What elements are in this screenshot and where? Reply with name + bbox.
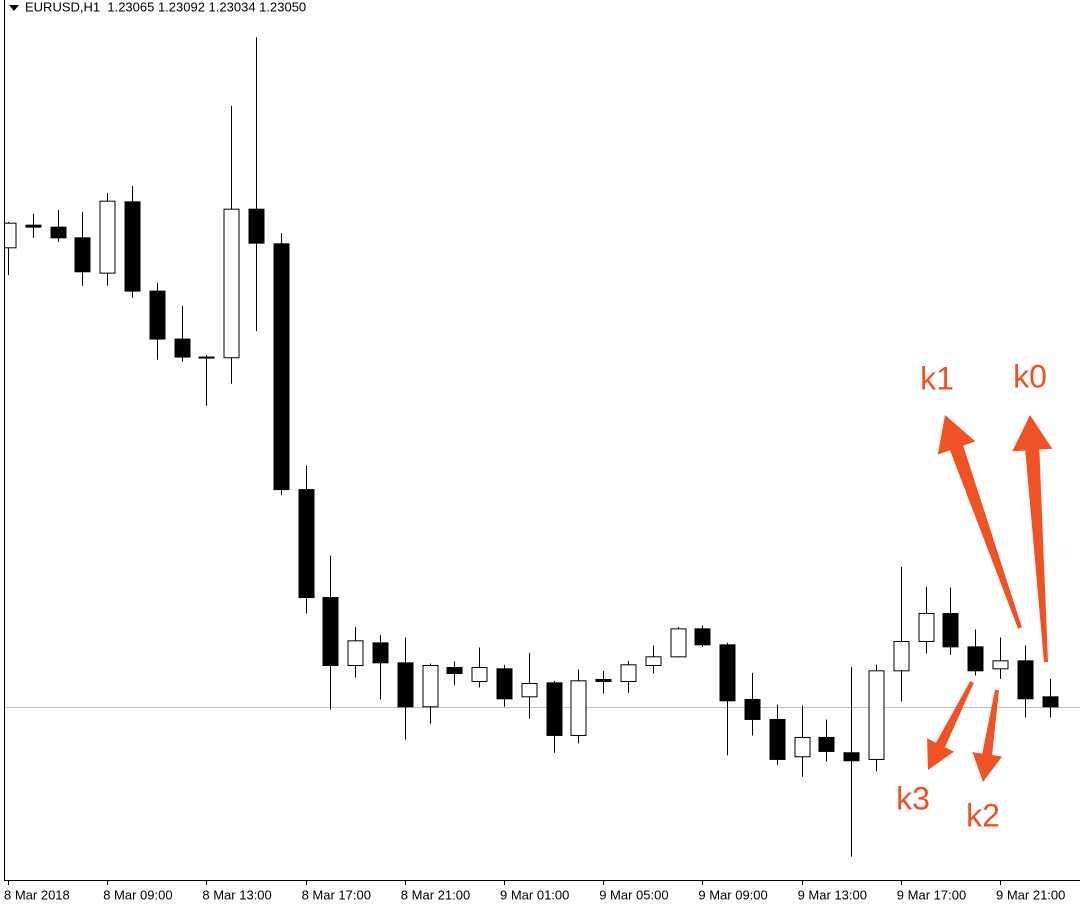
plot-area xyxy=(5,37,1080,857)
candle-body xyxy=(595,678,612,682)
candle-body xyxy=(868,670,885,760)
candle-body xyxy=(124,201,141,292)
candle-body xyxy=(322,597,339,666)
candle-body xyxy=(794,736,811,758)
annotation: k1 xyxy=(920,360,954,396)
x-tick-label: 9 Mar 17:00 xyxy=(897,887,966,902)
x-tick-label: 9 Mar 01:00 xyxy=(500,887,569,902)
candle-body xyxy=(422,664,439,708)
candle-body xyxy=(99,200,116,274)
candle-body xyxy=(843,752,860,762)
candle-body xyxy=(1017,660,1034,700)
x-tick-label: 8 Mar 21:00 xyxy=(401,887,470,902)
candle-body xyxy=(992,660,1009,670)
candle-body xyxy=(397,662,414,708)
candle-body xyxy=(918,613,935,643)
candle-body xyxy=(347,640,364,666)
x-tick-label: 8 Mar 13:00 xyxy=(202,887,271,902)
candle-body xyxy=(769,718,786,760)
annotation: k0 xyxy=(1013,358,1047,394)
candle-body xyxy=(670,628,687,658)
candle-body xyxy=(372,642,389,664)
x-tick-label: 8 Mar 17:00 xyxy=(302,887,371,902)
annotation: k3 xyxy=(896,780,930,816)
candle-body xyxy=(496,668,513,700)
candle-body xyxy=(546,682,563,736)
candle-body xyxy=(942,613,959,648)
candle-body xyxy=(719,644,736,702)
x-tick-label: 9 Mar 05:00 xyxy=(599,887,668,902)
candle-body xyxy=(645,656,662,666)
candle-body xyxy=(149,290,166,340)
candle-body xyxy=(273,243,290,491)
arrow-k0 xyxy=(1012,415,1053,663)
menu-triangle[interactable] xyxy=(9,5,19,11)
candle-body xyxy=(1042,696,1059,708)
candle-body xyxy=(248,208,265,244)
candle-body xyxy=(5,222,17,249)
arrow-k2 xyxy=(972,689,1002,782)
candle-body xyxy=(25,224,42,228)
x-tick-label: 9 Mar 09:00 xyxy=(698,887,767,902)
x-tick-label: 8 Mar 09:00 xyxy=(103,887,172,902)
annotation: k2 xyxy=(966,797,1000,833)
candle-body xyxy=(198,356,215,359)
chart-title: EURUSD,H1 1.23065 1.23092 1.23034 1.2305… xyxy=(25,0,306,14)
x-tick-label: 9 Mar 21:00 xyxy=(996,887,1065,902)
candle-body xyxy=(893,641,910,672)
candle-body xyxy=(50,226,67,239)
candle-body xyxy=(223,208,240,359)
x-tick-label: 9 Mar 13:00 xyxy=(798,887,867,902)
candle-body xyxy=(521,682,538,698)
arrow-k3 xyxy=(927,681,974,770)
x-tick-label: 8 Mar 2018 xyxy=(4,887,70,902)
candle-body xyxy=(446,666,463,674)
arrow-k1 xyxy=(937,415,1022,629)
candle-body xyxy=(818,736,835,752)
candle-body xyxy=(967,646,984,672)
candle-body xyxy=(744,698,761,720)
candle-body xyxy=(298,489,315,599)
candle-body xyxy=(471,666,488,682)
candle-body xyxy=(74,237,91,273)
candle-body xyxy=(570,680,587,736)
candle-body xyxy=(620,664,637,682)
candle-body xyxy=(694,628,711,646)
candle-body xyxy=(174,338,191,358)
